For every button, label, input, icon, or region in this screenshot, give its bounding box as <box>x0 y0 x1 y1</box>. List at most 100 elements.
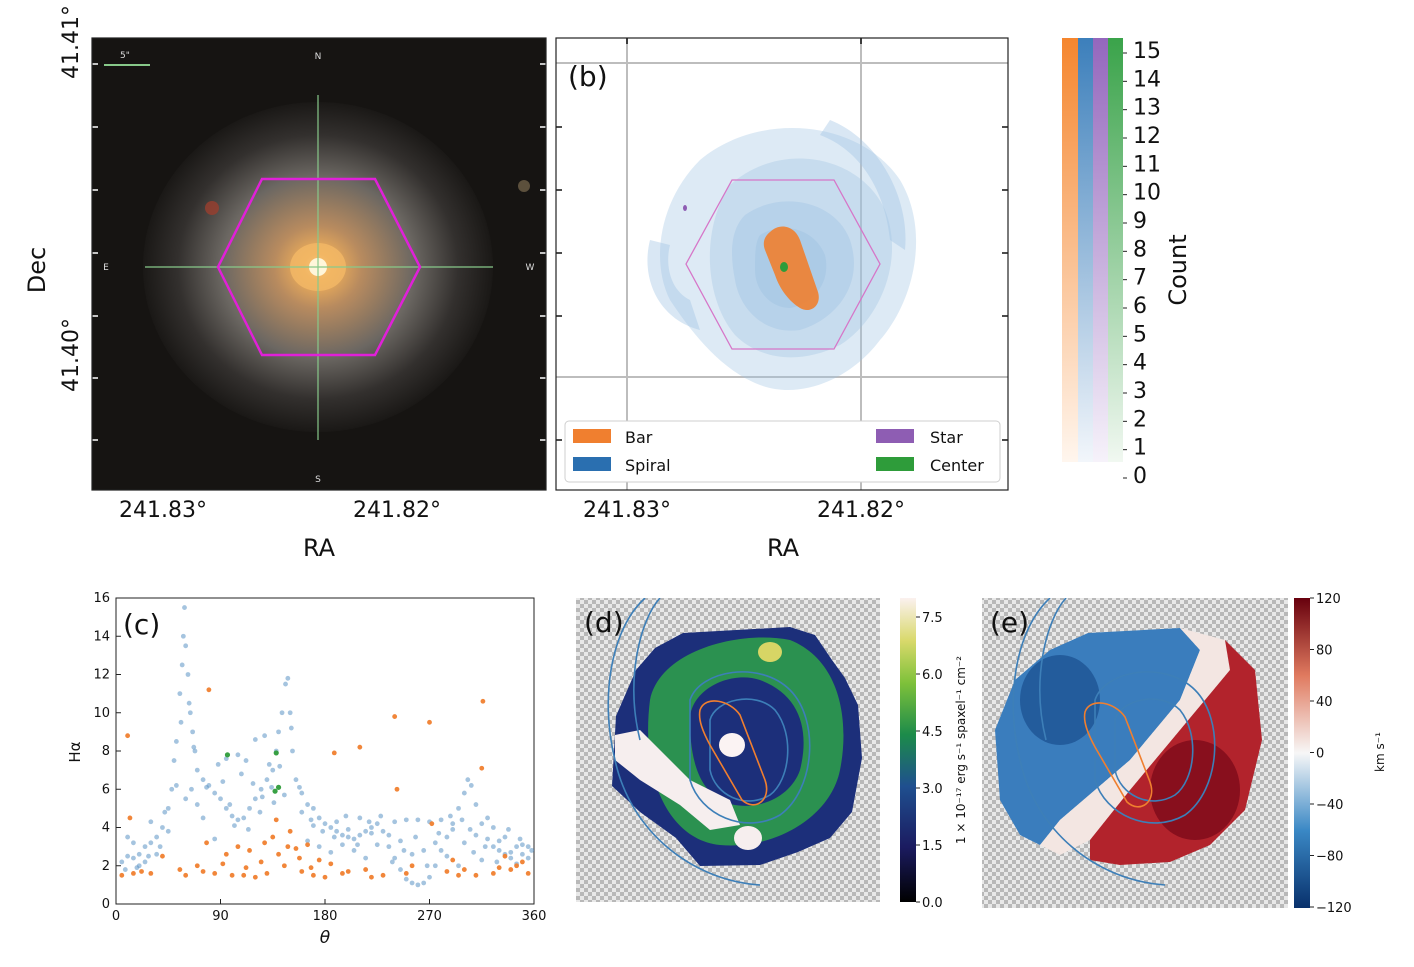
scatter-point-spiral <box>131 855 136 861</box>
velocity-map-white <box>1040 628 1230 855</box>
scatter-point-spiral <box>461 790 467 796</box>
scatter-point-spiral <box>186 700 192 706</box>
colorbar-tick-label: 1.5 <box>922 839 943 854</box>
scatter-point-spiral <box>271 800 277 806</box>
scatter-point-spiral <box>345 827 351 832</box>
scatter-point-spiral <box>235 817 241 823</box>
scatter-point-bar <box>220 861 226 867</box>
scatter-point-spiral <box>185 672 191 677</box>
y-tick-label: 2 <box>102 859 110 874</box>
scatter-point-spiral <box>194 767 200 773</box>
scatter-point-spiral <box>223 805 229 811</box>
scatter-point-spiral <box>182 605 187 610</box>
scatter-point-spiral <box>243 758 249 763</box>
scatter-point-spiral <box>288 725 294 731</box>
scatter-point-spiral <box>215 761 221 767</box>
colorbar-tick-label: 40 <box>1316 695 1333 710</box>
scatter-point-bar <box>363 867 369 872</box>
scatter-point-bar <box>247 848 252 853</box>
scatter-point-spiral <box>146 853 151 859</box>
scatter-point-spiral <box>465 777 471 783</box>
scatter-point-bar <box>262 840 268 846</box>
scatter-point-spiral <box>496 838 502 844</box>
scatter-point-spiral <box>529 848 535 853</box>
scatter-point-bar <box>281 863 287 869</box>
scatter-point-spiral <box>496 848 502 853</box>
y-tick-label: 10 <box>93 706 110 721</box>
scatter-point-spiral <box>459 817 465 823</box>
scatter-point-spiral <box>340 832 345 838</box>
velocity-bar-contour <box>1083 702 1153 808</box>
legend-label-bar: Bar <box>625 428 653 447</box>
scatter-point-spiral <box>316 844 322 850</box>
scatter-point-spiral <box>398 867 403 872</box>
panel-d-letter: (d) <box>584 606 624 639</box>
scatter-point-spiral <box>262 733 268 739</box>
scatter-point-bar <box>204 840 209 846</box>
scatter-point-bar <box>480 698 486 704</box>
scatter-point-spiral <box>519 851 525 857</box>
scatter-point-spiral <box>235 752 241 758</box>
scatter-point-bar <box>297 855 302 861</box>
panel-a-ylabel: Dec <box>23 247 51 293</box>
scatter-point-spiral <box>461 840 467 846</box>
colorbar-tick-label: 13 <box>1133 96 1161 121</box>
scatter-point-bar <box>519 859 525 865</box>
scatter-point-spiral <box>473 802 479 807</box>
scatter-point-spiral <box>270 767 276 773</box>
flux-colorbar <box>900 598 916 902</box>
velocity-colorbar <box>1294 598 1310 908</box>
scatter-point-spiral <box>355 842 360 848</box>
scatter-point-bar <box>119 872 125 878</box>
scatter-point-spiral <box>250 781 256 786</box>
scatter-point-spiral <box>287 710 293 716</box>
scatter-point-spiral <box>285 675 291 681</box>
scatter-point-spiral <box>525 844 531 850</box>
scatter-point-spiral <box>427 874 432 880</box>
scatter-point-spiral <box>436 830 442 836</box>
y-tick-label: 8 <box>102 744 110 759</box>
scatter-point-spiral <box>122 867 128 872</box>
scatter-point-bar <box>252 874 258 880</box>
colorbar-tick-label: −40 <box>1316 798 1343 813</box>
scatter-point-bar <box>394 786 400 792</box>
panel-c-frame <box>115 597 535 905</box>
flux-knot-bottom <box>734 826 762 850</box>
legend-label-center: Center <box>930 456 984 475</box>
scatter-point-spiral <box>456 805 461 811</box>
scatter-point-spiral <box>165 805 171 811</box>
colorbar-tick-label: 2 <box>1133 407 1147 432</box>
scatter-point-spiral <box>340 842 345 848</box>
count-bar-green <box>1108 38 1123 462</box>
scatter-point-spiral <box>485 815 490 821</box>
scatter-point-spiral <box>421 848 427 853</box>
scatter-point-spiral <box>448 813 453 819</box>
legend-label-spiral: Spiral <box>625 456 671 475</box>
scatter-point-bar <box>369 874 374 880</box>
velocity-colorbar-ticks: 120 80 40 0 −40 −80 −120 <box>1310 592 1352 916</box>
scatter-point-spiral <box>334 819 340 825</box>
colorbar-tick-label: 12 <box>1133 124 1161 149</box>
panel-a-ytick-2: 41.40° <box>59 318 84 392</box>
colorbar-tick-label: 5 <box>1133 322 1147 347</box>
scatter-point-spiral <box>357 815 363 821</box>
scatter-point-spiral <box>421 880 427 886</box>
scatter-point-spiral <box>148 840 154 846</box>
scatter-point-spiral <box>279 710 285 716</box>
scatter-point-bar <box>241 872 247 878</box>
colorbar-tick-label: 11 <box>1133 152 1161 177</box>
scatter-point-spiral <box>438 848 444 853</box>
scatter-point-spiral <box>252 796 258 802</box>
scatter-point-bar <box>340 871 345 876</box>
panel-b-grid <box>556 38 1008 490</box>
bar-count-map <box>763 226 819 311</box>
scatter-point-spiral <box>180 633 186 639</box>
x-tick-label: 270 <box>417 909 442 924</box>
scatter-point-spiral <box>191 744 197 750</box>
scatter-point-bar <box>450 857 456 863</box>
colorbar-tick-label: 3.0 <box>922 782 943 797</box>
scatter-point-spiral <box>142 859 148 865</box>
scatter-point-spiral <box>490 844 496 850</box>
scatter-point-spiral <box>204 784 209 790</box>
scatter-point-bar <box>206 687 212 693</box>
